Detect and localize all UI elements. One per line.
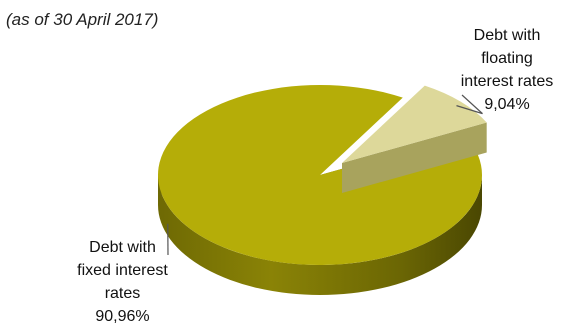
slice-label-fixed: Debt with fixed interest rates 90,96% [55,236,190,328]
slice-label-fixed-line-1: Debt with [89,239,156,256]
slice-label-fixed-line-3: rates [104,285,141,302]
slice-label-floating: Debt with floating interest rates 9,04% [442,24,572,116]
slice-label-floating-line-1: Debt with [473,27,541,44]
slice-value-floating: 9,04% [484,96,530,113]
slice-label-floating-line-3: interest rates [460,73,554,90]
slice-label-floating-line-2: floating [481,50,533,67]
pie-slice-floating [342,85,487,163]
pie-side-floating [342,122,487,193]
pie-side-fixed [158,175,482,295]
slice-value-fixed: 90,96% [95,308,150,325]
slice-label-fixed-line-2: fixed interest [77,262,168,279]
pie-slice-fixed [158,85,482,265]
leader-line-floating [456,94,483,115]
chart-subtitle: (as of 30 April 2017) [6,10,159,29]
